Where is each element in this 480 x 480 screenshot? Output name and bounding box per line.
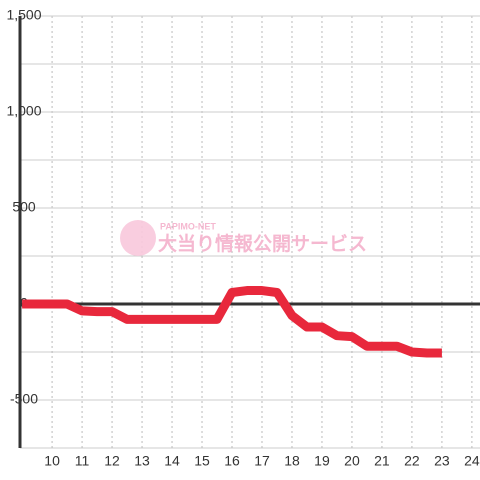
data-line [22, 286, 442, 358]
y-tick-label: 1,000 [6, 103, 41, 119]
y-tick-label: -500 [10, 391, 38, 407]
x-tick-label: 24 [464, 453, 480, 469]
watermark-brand: PAPIMO-NET [160, 221, 216, 231]
y-tick-label: 1,500 [6, 7, 41, 23]
x-tick-label: 18 [284, 453, 300, 469]
x-tick-label: 19 [314, 453, 330, 469]
y-tick-label: 500 [12, 199, 36, 215]
x-tick-label: 23 [434, 453, 450, 469]
x-tick-label: 11 [75, 453, 90, 469]
x-tick-label: 16 [224, 453, 240, 469]
x-tick-label: 12 [104, 453, 120, 469]
x-tick-label: 22 [404, 453, 420, 469]
x-tick-label: 14 [164, 453, 180, 469]
x-tick-label: 15 [194, 453, 210, 469]
watermark-text: 大当り情報公開サービス [158, 232, 367, 255]
x-tick-label: 20 [344, 453, 360, 469]
watermark-logo [120, 220, 156, 256]
x-tick-label: 17 [254, 453, 270, 469]
x-tick-label: 21 [374, 453, 390, 469]
x-tick-label: 10 [44, 453, 60, 469]
x-tick-label: 13 [134, 453, 150, 469]
